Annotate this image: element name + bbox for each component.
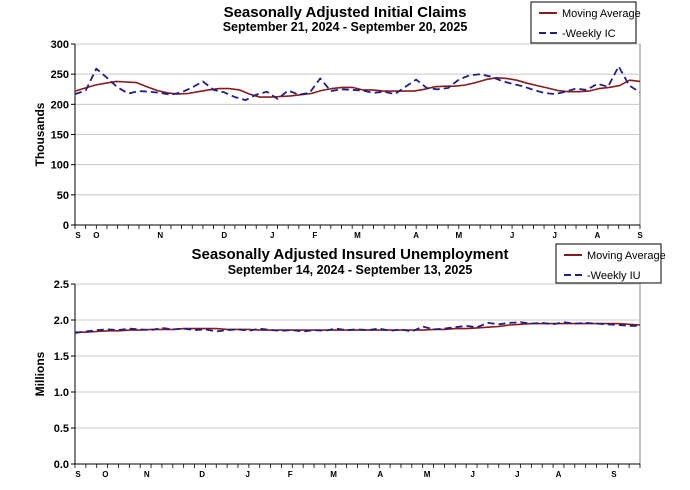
y-tick-label: 150 xyxy=(51,130,69,142)
x-tick-label: N xyxy=(144,470,150,479)
x-tick-label: J xyxy=(470,470,474,479)
y-axis-label: Millions xyxy=(33,351,47,396)
legend-label: Moving Average xyxy=(587,250,666,262)
legend-box xyxy=(555,243,662,284)
y-tick-label: 2.0 xyxy=(54,315,69,327)
x-tick-label: J xyxy=(552,231,556,240)
x-tick-label: S xyxy=(637,231,643,240)
y-tick-label: 250 xyxy=(51,69,69,81)
legend-label: Moving Average xyxy=(562,8,641,20)
chart-title: Seasonally Adjusted Insured Unemployment xyxy=(191,246,508,263)
series-line-weekly-iu xyxy=(74,321,640,334)
insured-unemployment-chart: Seasonally Adjusted Insured Unemployment… xyxy=(33,243,666,479)
x-tick-label: A xyxy=(594,231,600,240)
chart-subtitle: September 21, 2024 - September 20, 2025 xyxy=(223,20,468,34)
x-tick-label: F xyxy=(288,470,293,479)
x-tick-label: J xyxy=(510,231,514,240)
y-tick-label: 0.5 xyxy=(54,423,69,435)
x-tick-label: A xyxy=(556,470,562,479)
y-axis-label: Thousands xyxy=(33,102,47,166)
x-tick-label: J xyxy=(270,231,274,240)
y-tick-label: 0.0 xyxy=(54,459,69,471)
x-tick-label: J xyxy=(246,470,250,479)
x-tick-label: M xyxy=(354,231,361,240)
x-tick-label: S xyxy=(611,470,617,479)
x-tick-label: O xyxy=(93,231,99,240)
x-tick-label: D xyxy=(221,231,227,240)
y-tick-label: 1.0 xyxy=(54,387,69,399)
y-tick-label: 0 xyxy=(63,220,69,232)
x-tick-label: A xyxy=(377,470,383,479)
x-tick-label: M xyxy=(424,470,431,479)
x-tick-label: F xyxy=(312,231,317,240)
plot-area xyxy=(74,283,641,465)
initial-claims-chart: Seasonally Adjusted Initial ClaimsSeptem… xyxy=(33,1,643,240)
x-tick-label: A xyxy=(413,231,419,240)
x-tick-label: M xyxy=(455,231,462,240)
legend-label: -Weekly IC xyxy=(562,28,616,40)
series-line-weekly-ic xyxy=(74,65,641,101)
x-tick-label: S xyxy=(75,470,81,479)
y-tick-label: 200 xyxy=(51,99,69,111)
y-tick-label: 50 xyxy=(57,190,69,202)
x-tick-label: S xyxy=(75,231,81,240)
y-tick-label: 2.5 xyxy=(54,279,69,291)
y-tick-label: 300 xyxy=(51,39,69,51)
chart-title: Seasonally Adjusted Initial Claims xyxy=(224,4,467,21)
x-tick-label: O xyxy=(102,470,108,479)
legend-box xyxy=(530,1,637,44)
legend-label: -Weekly IU xyxy=(587,270,641,282)
series-line-moving-average xyxy=(74,77,641,98)
x-tick-label: M xyxy=(330,470,337,479)
x-tick-label: D xyxy=(199,470,205,479)
x-tick-label: N xyxy=(157,231,163,240)
y-tick-label: 100 xyxy=(51,160,69,172)
chart-subtitle: September 14, 2024 - September 13, 2025 xyxy=(228,263,473,277)
y-tick-label: 1.5 xyxy=(54,351,69,363)
x-tick-label: J xyxy=(515,470,519,479)
